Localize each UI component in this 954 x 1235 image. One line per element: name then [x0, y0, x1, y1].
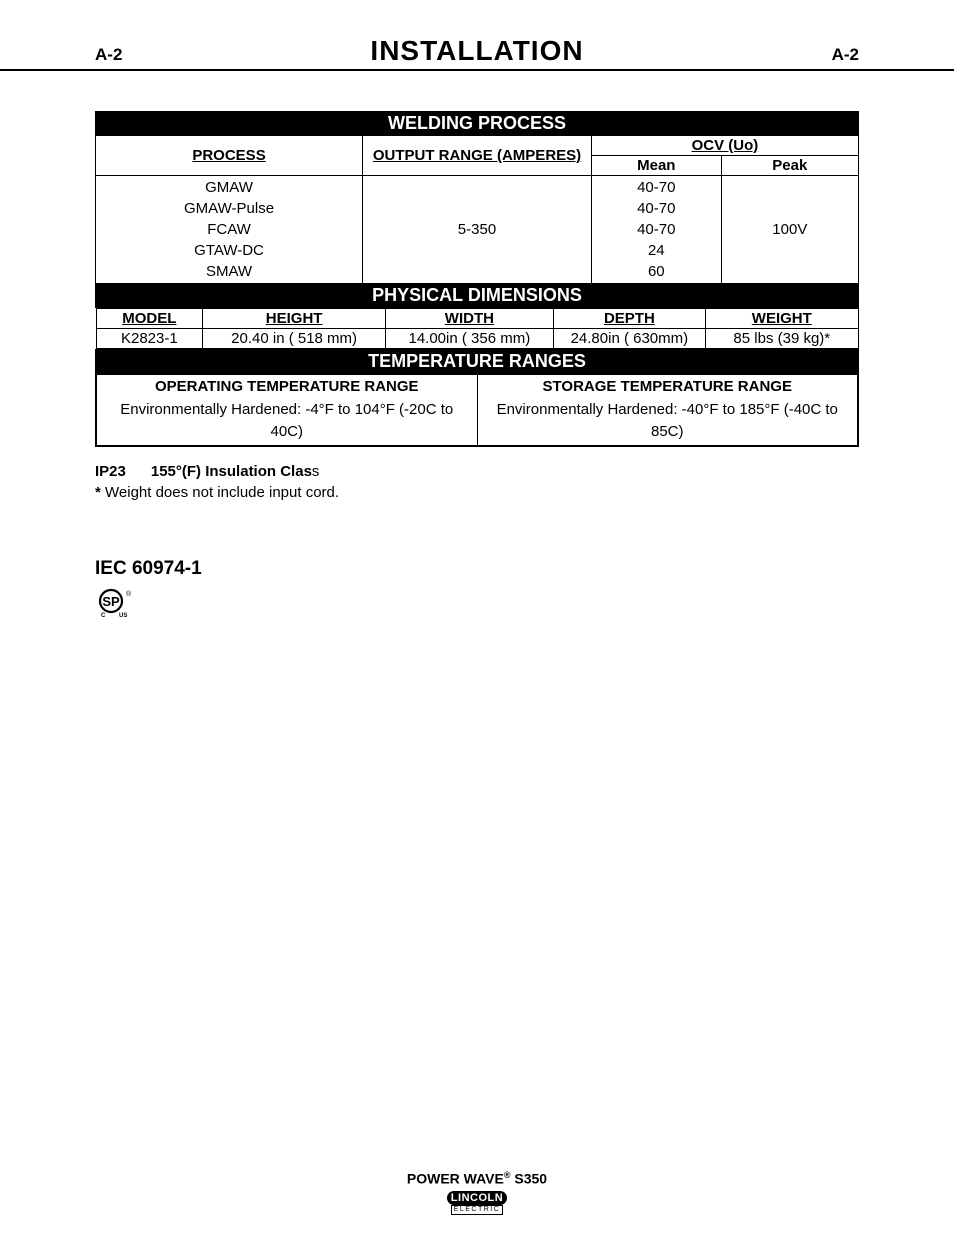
col-width: WIDTH	[445, 310, 494, 327]
dim-weight: 85 lbs (39 kg)*	[706, 329, 858, 349]
operating-temp-title: OPERATING TEMPERATURE RANGE	[155, 378, 419, 395]
storage-temp-title: STORAGE TEMPERATURE RANGE	[543, 378, 792, 395]
dim-model: K2823-1	[96, 329, 203, 349]
mean-2: 40-70	[598, 219, 715, 240]
notes: IP23 155°(F) Insulation Class * Weight d…	[95, 461, 859, 503]
mean-0: 40-70	[598, 177, 715, 198]
header-title: INSTALLATION	[370, 35, 583, 67]
mean-1: 40-70	[598, 198, 715, 219]
mean-list-cell: 40-70 40-70 40-70 24 60	[591, 176, 721, 284]
col-weight: WEIGHT	[752, 310, 812, 327]
note-weight: Weight does not include input cord.	[101, 484, 339, 501]
col-depth: DEPTH	[604, 310, 655, 327]
dim-height: 20.40 in ( 518 mm)	[203, 329, 386, 349]
col-ocv: OCV (Uo)	[692, 137, 759, 154]
mean-4: 60	[598, 261, 715, 282]
note-ip: IP23	[95, 463, 126, 480]
col-peak: Peak	[772, 157, 807, 174]
temperature-subtable: OPERATING TEMPERATURE RANGE Environmenta…	[96, 374, 858, 446]
process-list-cell: GMAW GMAW-Pulse FCAW GTAW-DC SMAW	[96, 176, 363, 284]
svg-text:C: C	[101, 613, 106, 618]
page-header: A-2 INSTALLATION A-2	[0, 0, 954, 71]
logo-main: LINCOLN	[447, 1191, 507, 1205]
col-mean: Mean	[637, 157, 675, 174]
certification-mark-icon: SP C US ®	[95, 588, 139, 623]
content: WELDING PROCESS PROCESS OUTPUT RANGE (AM…	[0, 71, 954, 623]
lincoln-logo-icon: LINCOLN ELECTRIC	[447, 1188, 507, 1215]
note-insulation-b: 155°(F) Insulation Clas	[151, 463, 312, 480]
dim-depth: 24.80in ( 630mm)	[553, 329, 705, 349]
dim-width: 14.00in ( 356 mm)	[386, 329, 554, 349]
dimensions-header: PHYSICAL DIMENSIONS	[96, 284, 859, 308]
header-left: A-2	[95, 45, 122, 65]
process-2: FCAW	[102, 219, 356, 240]
welding-process-header: WELDING PROCESS	[96, 112, 859, 136]
storage-temp-cell: STORAGE TEMPERATURE RANGE Environmentall…	[477, 375, 858, 446]
peak-value: 100V	[721, 176, 858, 284]
header-right: A-2	[832, 45, 859, 65]
process-1: GMAW-Pulse	[102, 198, 356, 219]
footer-brand-pre: POWER WAVE	[407, 1170, 504, 1186]
col-height: HEIGHT	[266, 310, 323, 327]
logo-sub: ELECTRIC	[451, 1205, 504, 1215]
output-range: 5-350	[363, 176, 592, 284]
temperature-header: TEMPERATURE RANGES	[96, 350, 859, 374]
operating-temp-cell: OPERATING TEMPERATURE RANGE Environmenta…	[97, 375, 478, 446]
note-insulation-c: s	[312, 463, 320, 480]
storage-temp-text: Environmentally Hardened: -40°F to 185°F…	[497, 401, 838, 441]
footer-brand-post: S350	[511, 1170, 548, 1186]
svg-text:SP: SP	[102, 594, 120, 609]
iec-standard: IEC 60974-1	[95, 558, 859, 580]
footer-brand-reg: ®	[504, 1170, 511, 1180]
process-0: GMAW	[102, 177, 356, 198]
svg-text:®: ®	[126, 590, 132, 598]
svg-text:US: US	[119, 613, 127, 618]
operating-temp-text: Environmentally Hardened: -4°F to 104°F …	[120, 401, 453, 441]
mean-3: 24	[598, 240, 715, 261]
col-process: PROCESS	[192, 147, 265, 164]
process-3: GTAW-DC	[102, 240, 356, 261]
dimensions-subtable: MODEL HEIGHT WIDTH DEPTH WEIGHT K2823-1 …	[96, 308, 859, 349]
spec-table: WELDING PROCESS PROCESS OUTPUT RANGE (AM…	[95, 111, 859, 447]
process-4: SMAW	[102, 261, 356, 282]
col-model: MODEL	[122, 310, 176, 327]
col-output: OUTPUT RANGE (AMPERES)	[373, 147, 581, 164]
page-footer: POWER WAVE® S350 LINCOLN ELECTRIC	[0, 1170, 954, 1215]
